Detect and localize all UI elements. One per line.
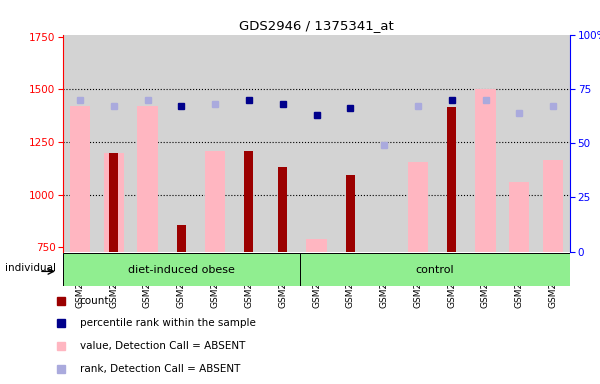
Bar xyxy=(177,225,186,252)
Bar xyxy=(97,35,131,252)
Bar xyxy=(164,35,198,252)
Text: value, Detection Call = ABSENT: value, Detection Call = ABSENT xyxy=(80,341,245,351)
Bar xyxy=(469,35,502,252)
Bar xyxy=(63,253,299,286)
Bar xyxy=(70,106,90,252)
Bar xyxy=(205,151,225,252)
Text: control: control xyxy=(415,265,454,275)
Bar xyxy=(334,35,367,252)
Bar xyxy=(299,253,570,286)
Bar xyxy=(307,239,326,252)
Bar xyxy=(278,167,287,252)
Bar xyxy=(509,182,529,252)
Bar xyxy=(266,35,299,252)
Bar xyxy=(63,35,97,252)
Text: rank, Detection Call = ABSENT: rank, Detection Call = ABSENT xyxy=(80,364,240,374)
Bar xyxy=(408,162,428,252)
Bar xyxy=(299,35,334,252)
Text: individual: individual xyxy=(5,263,56,273)
Bar xyxy=(475,89,496,252)
Bar xyxy=(435,35,469,252)
Bar xyxy=(536,35,570,252)
Bar xyxy=(131,35,164,252)
Bar xyxy=(109,152,118,252)
Text: count: count xyxy=(80,296,109,306)
Bar xyxy=(346,175,355,252)
Bar xyxy=(244,151,253,252)
Bar xyxy=(401,35,435,252)
Bar xyxy=(104,152,124,252)
Text: percentile rank within the sample: percentile rank within the sample xyxy=(80,318,256,328)
Bar xyxy=(502,35,536,252)
Bar xyxy=(367,35,401,252)
Bar xyxy=(137,106,158,252)
Bar xyxy=(543,160,563,252)
Bar xyxy=(232,35,266,252)
Title: GDS2946 / 1375341_at: GDS2946 / 1375341_at xyxy=(239,19,394,32)
Bar xyxy=(447,107,456,252)
Text: diet-induced obese: diet-induced obese xyxy=(128,265,235,275)
Bar xyxy=(198,35,232,252)
